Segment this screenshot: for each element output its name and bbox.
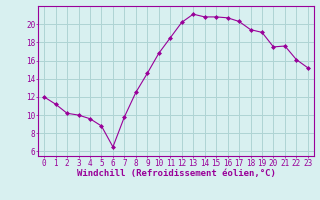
X-axis label: Windchill (Refroidissement éolien,°C): Windchill (Refroidissement éolien,°C) — [76, 169, 276, 178]
